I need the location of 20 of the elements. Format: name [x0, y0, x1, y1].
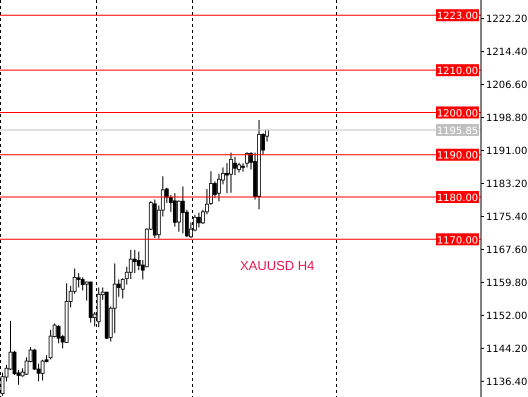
- y-tick-label: 1206.60: [486, 80, 528, 92]
- y-tick-label: 1214.40: [486, 47, 528, 58]
- ref-line-label: 1170.00: [436, 235, 478, 246]
- ref-line-label: 1210.00: [436, 66, 478, 78]
- y-tick-label: 1222.20: [486, 14, 528, 26]
- ref-line-label: 1223.00: [436, 11, 478, 22]
- y-tick-label: 1152.00: [486, 310, 528, 322]
- y-tick-label: 1159.80: [486, 278, 528, 289]
- y-tick-label: 1144.20: [486, 344, 528, 355]
- y-tick-label: 1175.40: [486, 212, 528, 224]
- y-tick-label: 1191.00: [486, 146, 528, 158]
- ref-line-label: 1190.00: [436, 150, 478, 162]
- annotation: XAUUSD H4: [240, 258, 314, 273]
- ref-line-label: 1200.00: [436, 108, 478, 120]
- y-tick-label: 1198.80: [486, 113, 528, 124]
- y-tick-label: 1183.20: [486, 179, 528, 190]
- ref-line-label: 1195.85: [436, 126, 478, 138]
- y-tick-label: 1136.40: [486, 376, 528, 388]
- y-tick-label: 1167.60: [486, 244, 528, 256]
- ref-line-label: 1180.00: [436, 193, 478, 204]
